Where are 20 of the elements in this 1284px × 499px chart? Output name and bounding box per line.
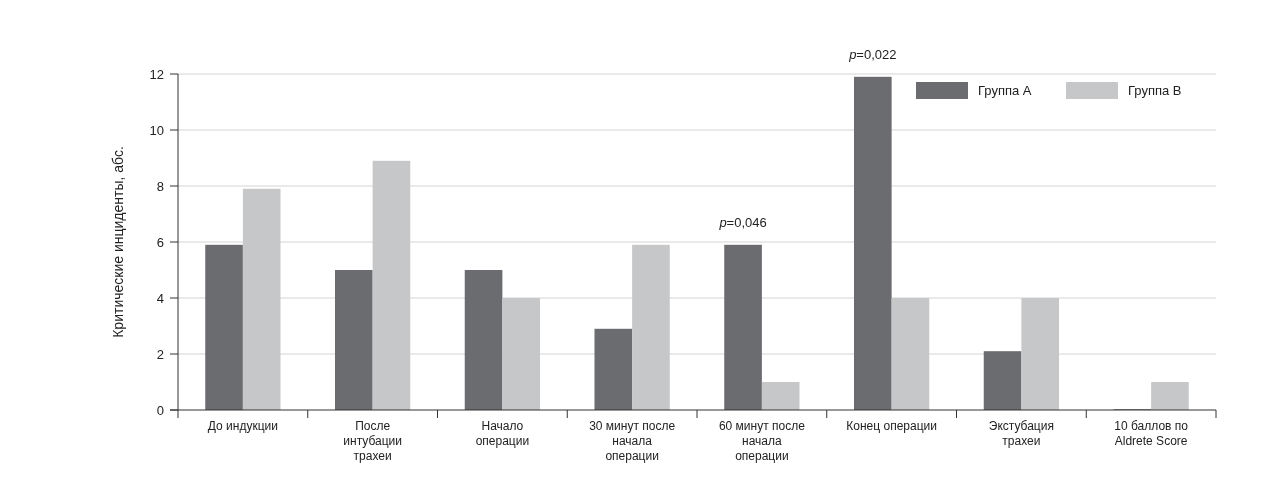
y-tick-label: 4 [156, 290, 164, 306]
x-tick-label: 30 минут после начала операции [589, 419, 676, 463]
x-tick-label: 10 баллов по Aldrete Score [1114, 419, 1189, 448]
annotation: p=0,046 [718, 214, 767, 230]
x-tick-label: До индукции [207, 419, 278, 433]
y-tick-label: 8 [156, 178, 164, 194]
x-tick-label: Конец операции [846, 419, 937, 433]
y-tick-label: 10 [149, 122, 164, 138]
y-axis-title: Критические инциденты, абс. [110, 146, 126, 338]
x-tick-label: Экстубация трахеи [988, 419, 1054, 448]
y-tick-label: 12 [149, 66, 164, 82]
y-tick-label: 6 [156, 234, 164, 250]
x-tick-label: Начало операции [475, 419, 530, 448]
y-tick-label: 2 [156, 346, 164, 362]
x-tick-label: После интубации трахеи [343, 419, 402, 463]
x-tick-label: 60 минут после начала операции [718, 419, 806, 463]
legend-label: Группа В [1128, 82, 1182, 98]
annotation: p=0,022 [848, 46, 897, 62]
legend-label: Группа А [978, 82, 1032, 98]
y-tick-label: 0 [156, 402, 164, 418]
